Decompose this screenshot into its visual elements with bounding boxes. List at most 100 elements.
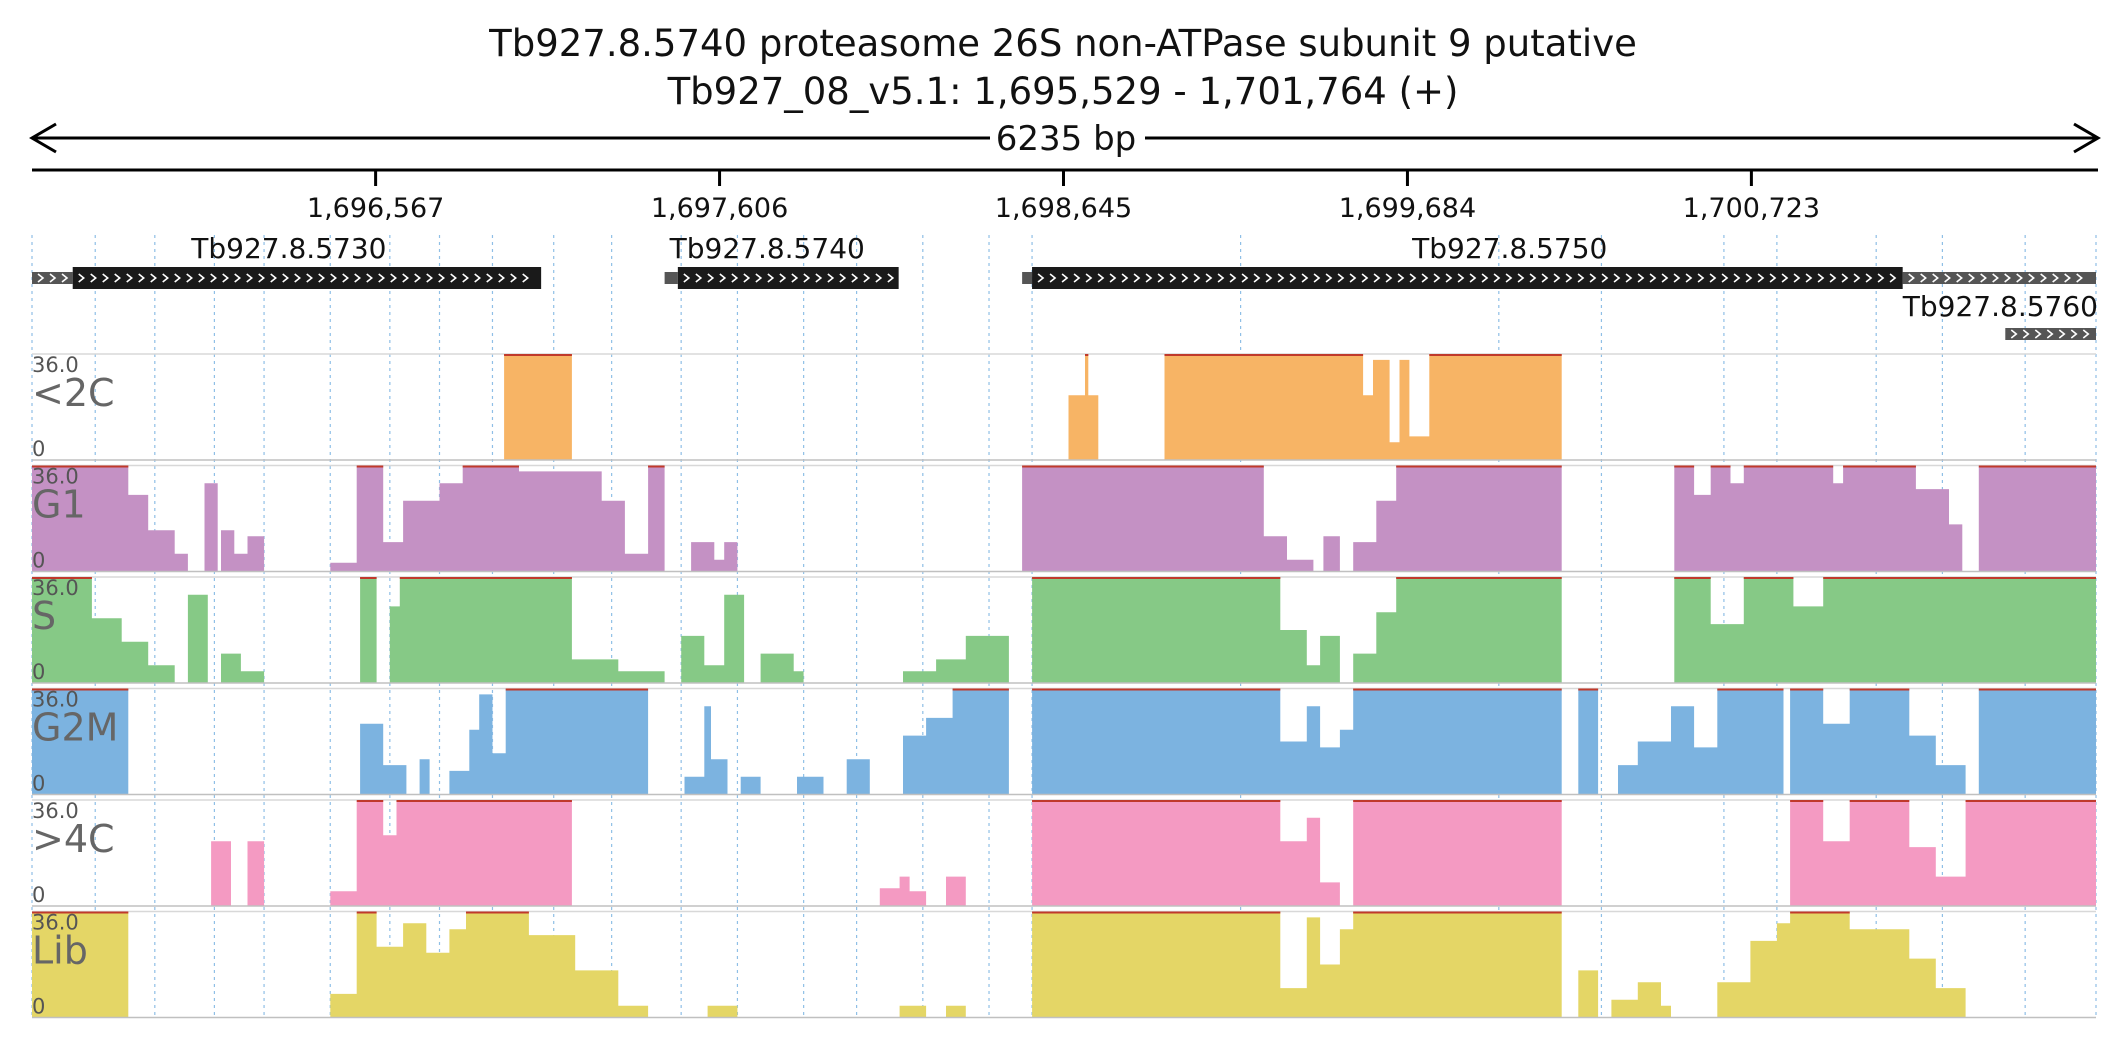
strand-arrow-icon (234, 273, 241, 283)
strand-arrow-icon (1325, 273, 1333, 283)
strand-arrow-icon (815, 273, 823, 283)
strand-arrow-icon (222, 273, 229, 283)
track-ymin-label: 0 (32, 995, 45, 1019)
strand-arrow-icon (1337, 273, 1345, 283)
strand-arrow-icon (1157, 273, 1165, 283)
strand-arrow-icon (186, 273, 193, 283)
strand-arrow-icon (2064, 273, 2071, 283)
strand-arrow-icon (37, 273, 45, 283)
strand-arrow-icon (1493, 273, 1501, 283)
strand-arrow-icon (258, 273, 265, 283)
strand-arrow-icon (1908, 273, 1915, 283)
strand-arrow-icon (875, 273, 883, 283)
strand-arrow-icon (2028, 273, 2035, 283)
strand-arrow-icon (1980, 273, 1987, 283)
coverage-tracks: 36.00<2C36.00G136.00S36.00G2M36.00>4C36.… (32, 353, 2096, 1019)
strand-arrow-icon (90, 273, 97, 283)
gene-body (677, 267, 899, 289)
strand-arrow-icon (1829, 273, 1837, 283)
track-ymax-label: 36.0 (32, 799, 79, 823)
axis-ticks: 1,696,567 1,697,606 1,698,645 1,699,684 1,70… (307, 170, 1820, 224)
strand-arrow-icon (827, 273, 835, 283)
strand-arrow-icon (1956, 273, 1963, 283)
strand-arrow-icon (2034, 329, 2042, 339)
strand-arrow-icon (2052, 273, 2059, 283)
strand-arrow-icon (1853, 273, 1861, 283)
strand-arrow-icon (522, 273, 529, 283)
strand-arrow-icon (1085, 273, 1093, 283)
strand-arrow-icon (126, 273, 133, 283)
gene-label: Tb927.8.5750 (1411, 232, 1607, 265)
utr-segment (664, 272, 678, 284)
strand-arrow-icon (1469, 273, 1477, 283)
strand-arrow-icon (306, 273, 313, 283)
strand-arrow-icon (510, 273, 517, 283)
strand-arrow-icon (330, 273, 337, 283)
strand-arrow-icon (1145, 273, 1153, 283)
strand-arrow-icon (1205, 273, 1213, 283)
strand-arrow-icon (1037, 273, 1045, 283)
strand-arrow-icon (318, 273, 325, 283)
track-ymax-label: 36.0 (32, 465, 79, 489)
strand-arrow-icon (1601, 273, 1609, 283)
strand-arrow-icon (1349, 273, 1357, 283)
strand-arrow-icon (1097, 273, 1105, 283)
strand-arrow-icon (102, 273, 109, 283)
strand-arrow-icon (767, 273, 775, 283)
strand-arrow-icon (2016, 273, 2023, 283)
track-ymax-label: 36.0 (32, 688, 79, 712)
gene-label: Tb927.8.5730 (190, 232, 386, 265)
scale-arrow-left-icon (29, 122, 57, 154)
strand-arrow-icon (2004, 273, 2011, 283)
strand-arrow-icon (354, 273, 361, 283)
strand-arrow-icon (450, 273, 457, 283)
strand-arrow-icon (1073, 273, 1081, 283)
track-ymax-label: 36.0 (32, 576, 79, 600)
strand-arrow-icon (2076, 273, 2083, 283)
strand-arrow-icon (1793, 273, 1801, 283)
scale-arrow-right-icon (2073, 122, 2101, 154)
strand-arrow-icon (779, 273, 787, 283)
tick-label: 1,699,684 (1339, 193, 1476, 224)
strand-arrow-icon (1109, 273, 1117, 283)
gene-label: Tb927.8.5760 (1902, 290, 2098, 323)
strand-arrow-icon (1061, 273, 1069, 283)
strand-arrow-icon (61, 273, 69, 283)
gene-body (1032, 267, 1903, 289)
strand-arrow-icon (438, 273, 445, 283)
strand-arrow-icon (1685, 273, 1693, 283)
strand-arrow-icon (1277, 273, 1285, 283)
strand-arrow-icon (1841, 273, 1849, 283)
track-name-label: <2C (32, 371, 115, 415)
strand-arrow-icon (1757, 273, 1765, 283)
strand-arrow-icon (1193, 273, 1201, 283)
strand-arrow-icon (1565, 273, 1573, 283)
strand-arrow-icon (1373, 273, 1381, 283)
strand-arrow-icon (1817, 273, 1825, 283)
strand-arrow-icon (150, 273, 157, 283)
track-name-label: G1 (32, 483, 86, 527)
gene-body (2005, 328, 2096, 340)
track-ymax-label: 36.0 (32, 353, 79, 377)
strand-arrow-icon (1505, 273, 1513, 283)
track-ymin-label: 0 (32, 772, 45, 796)
strand-arrow-icon (1649, 273, 1657, 283)
track-ymin-label: 0 (32, 437, 45, 461)
strand-arrow-icon (1920, 273, 1927, 283)
track-ymin-label: 0 (32, 660, 45, 684)
strand-arrow-icon (462, 273, 469, 283)
strand-arrow-icon (2082, 329, 2090, 339)
strand-arrow-icon (1865, 273, 1873, 283)
strand-arrow-icon (1709, 273, 1717, 283)
track-ymax-label: 36.0 (32, 911, 79, 935)
strand-arrow-icon (1385, 273, 1393, 283)
strand-arrow-icon (2022, 329, 2030, 339)
strand-arrow-icon (114, 273, 121, 283)
strand-arrow-icon (1577, 273, 1585, 283)
strand-arrow-icon (378, 273, 385, 283)
strand-arrow-icon (49, 273, 57, 283)
strand-arrow-icon (1661, 273, 1669, 283)
strand-arrow-icon (162, 273, 169, 283)
strand-arrow-icon (707, 273, 715, 283)
